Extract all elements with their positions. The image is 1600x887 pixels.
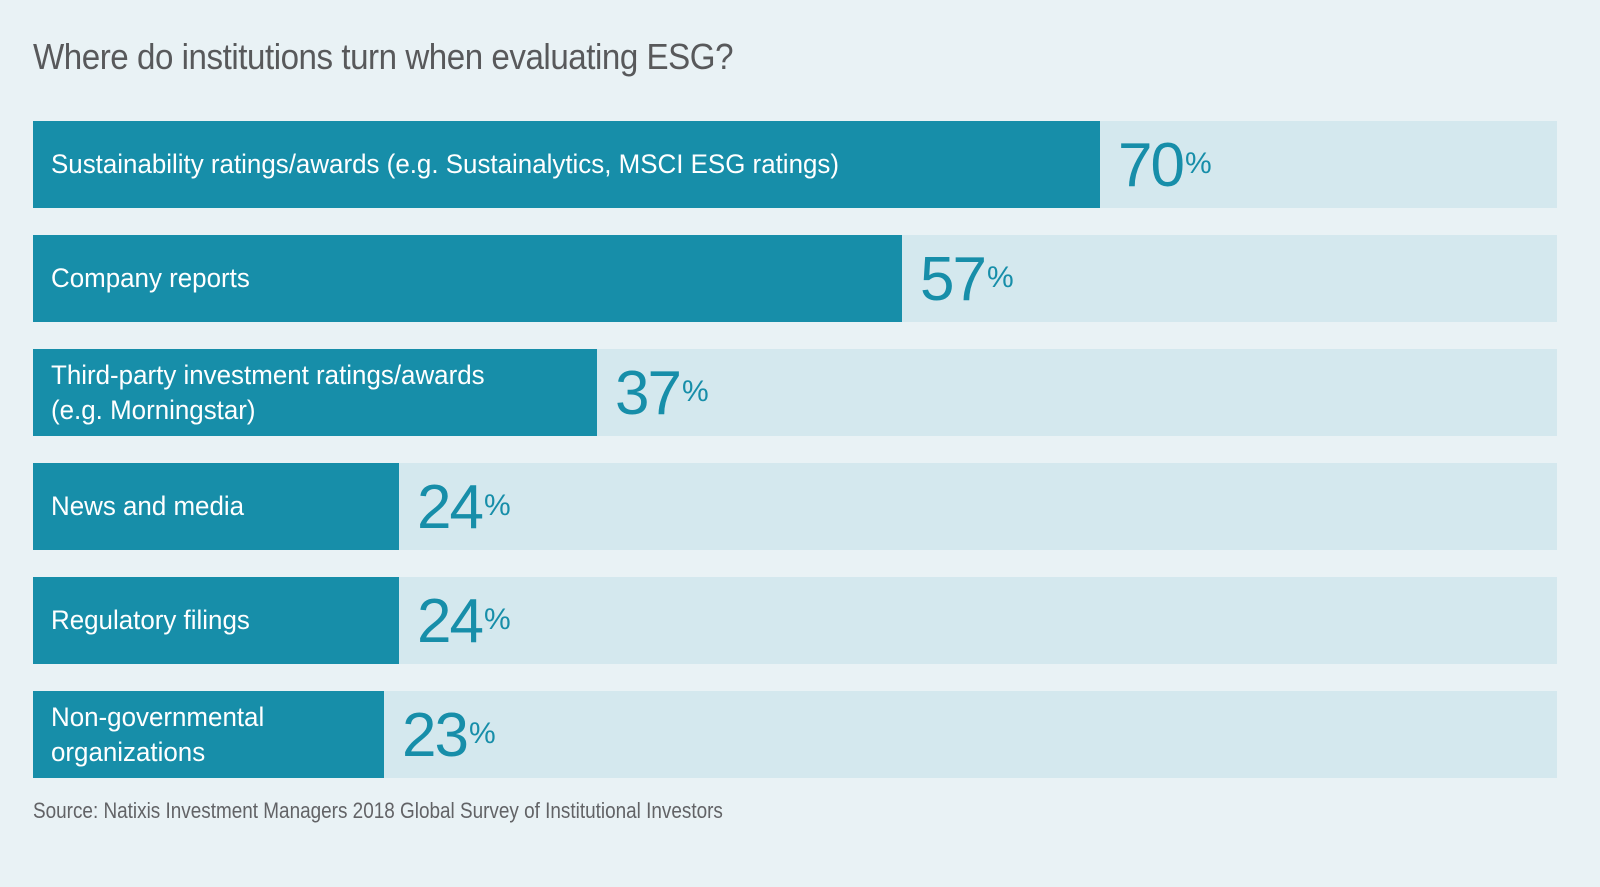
bar-category-label: News and media	[51, 491, 245, 521]
bar-category-label: Non-governmental organizations	[51, 701, 265, 767]
bar-category-label: Third-party investment ratings/awards (e…	[51, 359, 485, 425]
bar-value-label: 24%	[417, 473, 511, 543]
percent-sign: %	[986, 261, 1014, 294]
bar	[33, 121, 1100, 208]
source-note: Source: Natixis Investment Managers 2018…	[33, 798, 723, 823]
percent-sign: %	[681, 375, 709, 408]
bar	[33, 235, 902, 322]
value-number: 57	[920, 245, 987, 314]
bar-track: Non-governmental organizations 23%	[33, 691, 1557, 778]
chart-title: Where do institutions turn when evaluati…	[33, 36, 734, 77]
bar-value-label: 70%	[1118, 131, 1212, 201]
percent-sign: %	[483, 489, 511, 522]
value-number: 24	[417, 587, 484, 656]
bar-value-label: 24%	[417, 587, 511, 657]
bar-value-label: 57%	[920, 245, 1014, 315]
percent-sign: %	[468, 717, 496, 750]
bar-track: News and media 24%	[33, 463, 1557, 550]
bar	[33, 691, 384, 778]
bar	[33, 349, 597, 436]
percent-sign: %	[483, 603, 511, 636]
bar-track: Third-party investment ratings/awards (e…	[33, 349, 1557, 436]
bar-value-label: 37%	[615, 359, 709, 429]
value-number: 24	[417, 473, 484, 542]
bar-track: Sustainability ratings/awards (e.g. Sust…	[33, 121, 1557, 208]
value-number: 70	[1118, 131, 1185, 200]
bar-list: Sustainability ratings/awards (e.g. Sust…	[33, 121, 1557, 805]
value-number: 37	[615, 359, 682, 428]
bar-category-label: Regulatory filings	[51, 605, 250, 635]
bar	[33, 463, 399, 550]
value-number: 23	[402, 701, 469, 770]
bar-value-label: 23%	[402, 701, 496, 771]
bar	[33, 577, 399, 664]
bar-track: Regulatory filings 24%	[33, 577, 1557, 664]
percent-sign: %	[1184, 147, 1212, 180]
bar-track: Company reports 57%	[33, 235, 1557, 322]
bar-category-label: Company reports	[51, 263, 250, 293]
bar-category-label: Sustainability ratings/awards (e.g. Sust…	[51, 149, 839, 179]
